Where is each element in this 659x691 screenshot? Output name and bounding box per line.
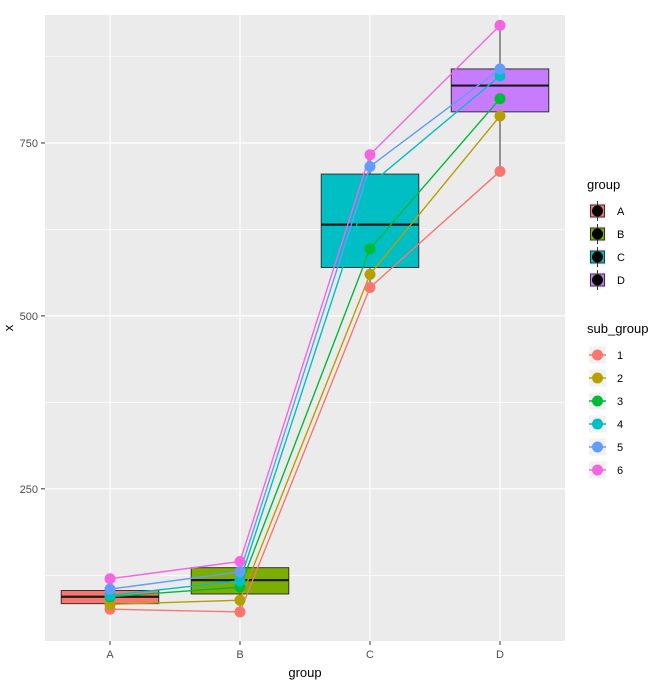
data-point-series-6 bbox=[364, 149, 376, 161]
data-point-series-5 bbox=[364, 160, 376, 172]
x-axis-title: group bbox=[288, 665, 321, 680]
data-point-series-1 bbox=[364, 282, 376, 294]
legend-group-title: group bbox=[587, 177, 620, 192]
data-point-series-4 bbox=[234, 575, 246, 587]
series-line-2 bbox=[109, 115, 501, 606]
legend-sub-group: sub_group 1 2 3 4 5 6 bbox=[587, 321, 648, 479]
legend-key-point bbox=[592, 464, 603, 476]
x-tick-label: C bbox=[366, 649, 374, 661]
y-tick-label: 250 bbox=[20, 484, 38, 496]
y-axis-title: x bbox=[1, 324, 16, 331]
legend-key-point bbox=[592, 441, 603, 453]
data-point-series-6 bbox=[234, 555, 246, 567]
legend-label: B bbox=[617, 229, 624, 241]
legend-key-point bbox=[592, 395, 603, 407]
data-point-series-2 bbox=[104, 598, 116, 610]
legend-label: A bbox=[617, 206, 625, 218]
series-points bbox=[104, 19, 506, 618]
legend-label: 1 bbox=[617, 350, 623, 362]
data-point-series-5 bbox=[104, 583, 116, 595]
legend-key-point bbox=[592, 251, 603, 263]
series-line-6 bbox=[109, 24, 501, 580]
legend-key-point bbox=[592, 228, 603, 240]
y-tick-label: 500 bbox=[20, 311, 38, 323]
series-line-5 bbox=[109, 68, 501, 590]
legend-sub-group-title: sub_group bbox=[587, 321, 648, 336]
x-tick-label: B bbox=[236, 649, 243, 661]
legend-label: 5 bbox=[617, 442, 623, 454]
x-tick-label: D bbox=[496, 649, 504, 661]
legend-label: 3 bbox=[617, 396, 623, 408]
y-tick-label: 750 bbox=[20, 138, 38, 150]
plot-panel bbox=[45, 15, 565, 641]
data-point-series-1 bbox=[494, 165, 506, 177]
legend-label: 2 bbox=[617, 373, 623, 385]
series-line-3 bbox=[109, 98, 501, 598]
series-line-1 bbox=[109, 170, 501, 613]
legend-key-point bbox=[592, 205, 603, 217]
data-point-series-2 bbox=[364, 268, 376, 280]
data-point-series-3 bbox=[494, 93, 506, 105]
legend-key-point bbox=[592, 349, 603, 361]
data-point-series-6 bbox=[494, 19, 506, 31]
series-lines bbox=[109, 24, 501, 613]
data-point-series-6 bbox=[104, 573, 116, 585]
data-point-series-4 bbox=[364, 178, 376, 190]
data-point-series-5 bbox=[234, 566, 246, 578]
legend-label: 4 bbox=[617, 419, 623, 431]
legend-key-point bbox=[592, 274, 603, 286]
data-point-series-2 bbox=[494, 110, 506, 122]
legend-label: D bbox=[617, 275, 625, 287]
data-point-series-1 bbox=[234, 606, 246, 618]
axes: 250 500 750 A B C D bbox=[20, 138, 504, 661]
data-point-series-2 bbox=[234, 594, 246, 606]
data-point-series-5 bbox=[494, 63, 506, 75]
series-line-4 bbox=[109, 75, 501, 597]
x-tick-label: A bbox=[106, 649, 114, 661]
data-point-series-3 bbox=[364, 243, 376, 255]
legend-label: C bbox=[617, 252, 625, 264]
legend-label: 6 bbox=[617, 465, 623, 477]
legend-key-point bbox=[592, 418, 603, 430]
legend-key-point bbox=[592, 372, 603, 384]
